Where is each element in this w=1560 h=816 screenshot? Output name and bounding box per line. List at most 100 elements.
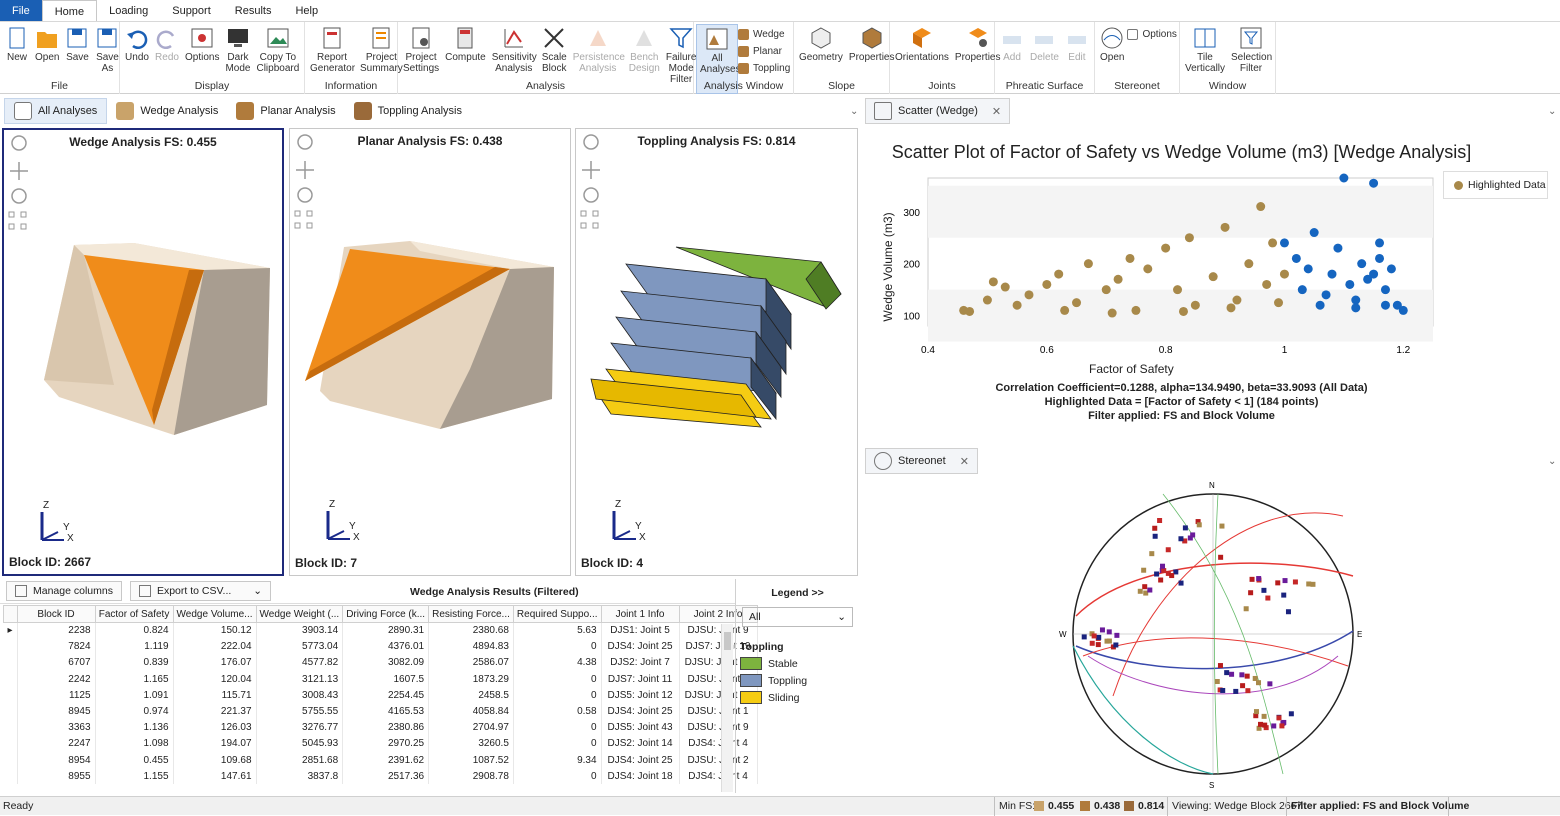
table-cell[interactable]: 3121.13 bbox=[256, 671, 344, 688]
table-cell[interactable]: 0 bbox=[513, 671, 602, 688]
stereonet-panel-chevron-icon[interactable]: ⌄ bbox=[1548, 456, 1557, 467]
table-cell[interactable]: 120.04 bbox=[173, 671, 257, 688]
save-as-button[interactable]: Save As bbox=[92, 24, 122, 94]
persistence-analysis-button[interactable]: Persistence Analysis bbox=[570, 24, 626, 94]
table-cell[interactable]: 8945 bbox=[17, 703, 96, 720]
table-cell[interactable]: 1873.29 bbox=[428, 671, 514, 688]
table-row[interactable]: 2247 1.098 194.07 5045.93 2970.25 3260.5 0 DJS2… bbox=[3, 735, 758, 752]
table-cell[interactable]: 4058.84 bbox=[428, 703, 514, 720]
save-button[interactable]: Save bbox=[62, 24, 92, 94]
row-selector[interactable] bbox=[3, 703, 18, 720]
table-cell[interactable]: 3008.43 bbox=[256, 687, 344, 704]
table-cell[interactable]: 8954 bbox=[17, 752, 96, 769]
col-block-id[interactable]: Block ID bbox=[16, 605, 96, 623]
bench-design-button[interactable]: Bench Design bbox=[626, 24, 663, 94]
tab-planar-analysis[interactable]: Planar Analysis bbox=[227, 98, 344, 124]
table-cell[interactable]: 4577.82 bbox=[256, 654, 344, 672]
planar-window-button[interactable]: Planar bbox=[738, 43, 790, 60]
table-cell[interactable]: 4376.01 bbox=[342, 638, 430, 655]
table-cell[interactable]: DJS5: Joint 43 bbox=[601, 719, 680, 736]
table-cell[interactable]: DJSU: Joint 2 bbox=[679, 752, 758, 769]
table-cell[interactable]: 1.091 bbox=[95, 687, 174, 704]
menu-home[interactable]: Home bbox=[41, 0, 98, 21]
wedge-view[interactable]: Wedge Analysis FS: 0.455 Z Y X Block ID:… bbox=[2, 128, 284, 576]
legend-filter-select[interactable]: All ⌄ bbox=[742, 607, 853, 627]
col-wedge-volume[interactable]: Wedge Volume... bbox=[172, 605, 257, 623]
delete-phreatic-button[interactable]: Delete bbox=[1027, 24, 1062, 94]
table-cell[interactable]: 2517.36 bbox=[342, 768, 430, 785]
row-selector[interactable] bbox=[3, 735, 18, 752]
table-cell[interactable]: 221.37 bbox=[173, 703, 257, 720]
table-cell[interactable]: DJS2: Joint 7 bbox=[601, 654, 680, 672]
menu-file[interactable]: File bbox=[0, 0, 42, 21]
table-cell[interactable]: 2890.31 bbox=[342, 622, 430, 639]
table-cell[interactable]: DJS2: Joint 14 bbox=[601, 735, 680, 752]
table-cell[interactable]: 2458.5 bbox=[428, 687, 514, 704]
table-cell[interactable]: 0.58 bbox=[513, 703, 602, 720]
tab-all-analyses[interactable]: All Analyses bbox=[4, 98, 108, 124]
tabs-overflow-chevron-icon[interactable]: ⌄ bbox=[850, 106, 859, 117]
toppling-view[interactable]: Toppling Analysis FS: 0.814 Z bbox=[575, 128, 858, 576]
table-row[interactable]: 3363 1.136 126.03 3276.77 2380.86 2704.97 0 DJS… bbox=[3, 719, 758, 736]
selection-filter-button[interactable]: Selection Filter bbox=[1228, 24, 1274, 94]
new-button[interactable]: New bbox=[2, 24, 32, 94]
table-cell[interactable]: 4.38 bbox=[513, 654, 602, 672]
table-cell[interactable]: 2247 bbox=[17, 735, 96, 752]
table-cell[interactable]: 0 bbox=[513, 768, 602, 785]
col-joint-1-info[interactable]: Joint 1 Info bbox=[600, 605, 680, 623]
project-summary-button[interactable]: Project Summary bbox=[357, 24, 406, 94]
failure-mode-filter-button[interactable]: Failure Mode Filter bbox=[663, 24, 700, 94]
menu-results[interactable]: Results bbox=[234, 5, 272, 17]
table-cell[interactable]: 0 bbox=[513, 687, 602, 704]
table-cell[interactable]: DJSU: Joint 1 bbox=[679, 703, 758, 720]
row-selector[interactable] bbox=[3, 719, 18, 736]
col-wedge-weight[interactable]: Wedge Weight (... bbox=[255, 605, 344, 623]
undo-button[interactable]: Undo bbox=[122, 24, 152, 94]
orientations-button[interactable]: Orientations bbox=[892, 24, 952, 94]
report-generator-button[interactable]: Report Generator bbox=[307, 24, 357, 94]
table-cell[interactable]: DJS4: Joint 4 bbox=[679, 768, 758, 785]
row-selector[interactable] bbox=[3, 687, 18, 704]
table-row[interactable]: 7824 1.119 222.04 5773.04 4376.01 4894.83 0 DJS… bbox=[3, 638, 758, 655]
export-csv-button[interactable]: Export to CSV... ⌄ bbox=[129, 581, 272, 601]
table-cell[interactable]: 5045.93 bbox=[256, 735, 344, 752]
table-row[interactable]: 2242 1.165 120.04 3121.13 1607.5 1873.29 0 DJS7… bbox=[3, 671, 758, 688]
table-cell[interactable]: 3363 bbox=[17, 719, 96, 736]
table-cell[interactable]: 147.61 bbox=[173, 768, 257, 785]
open-button[interactable]: Open bbox=[32, 24, 62, 94]
table-cell[interactable]: 7824 bbox=[17, 638, 96, 655]
sensitivity-analysis-button[interactable]: Sensitivity Analysis bbox=[489, 24, 539, 94]
table-cell[interactable]: DJS4: Joint 18 bbox=[601, 768, 680, 785]
tile-vertically-button[interactable]: Tile Vertically bbox=[1182, 24, 1228, 94]
add-phreatic-button[interactable]: Add bbox=[997, 24, 1027, 94]
redo-button[interactable]: Redo bbox=[152, 24, 182, 94]
menu-loading[interactable]: Loading bbox=[109, 5, 149, 17]
col-required-support[interactable]: Required Suppo... bbox=[512, 605, 602, 623]
table-cell[interactable]: 2970.25 bbox=[342, 735, 430, 752]
slope-properties-button[interactable]: Properties bbox=[846, 24, 898, 94]
table-cell[interactable]: DJSU: Joint 9 bbox=[679, 622, 758, 639]
table-cell[interactable]: 2391.62 bbox=[342, 752, 430, 769]
table-scrollbar-thumb[interactable] bbox=[724, 632, 731, 650]
close-icon[interactable]: ✕ bbox=[991, 105, 1002, 118]
table-cell[interactable]: 126.03 bbox=[173, 719, 257, 736]
table-cell[interactable]: 0 bbox=[513, 719, 602, 736]
table-cell[interactable]: 1.155 bbox=[95, 768, 174, 785]
scale-block-button[interactable]: Scale Block bbox=[539, 24, 570, 94]
tab-stereonet[interactable]: Stereonet ✕ bbox=[865, 448, 978, 474]
legend-toggle[interactable]: Legend >> bbox=[771, 587, 824, 599]
table-cell[interactable]: 4894.83 bbox=[428, 638, 514, 655]
table-cell[interactable]: 6707 bbox=[17, 654, 96, 672]
table-cell[interactable]: 2908.78 bbox=[428, 768, 514, 785]
table-row[interactable]: 1125 1.091 115.71 3008.43 2254.45 2458.5 0 DJS5… bbox=[3, 687, 758, 704]
table-cell[interactable]: DJS4: Joint 25 bbox=[601, 752, 680, 769]
toppling-window-button[interactable]: Toppling bbox=[738, 60, 790, 77]
table-cell[interactable]: 3082.09 bbox=[342, 654, 430, 672]
row-selector[interactable] bbox=[3, 654, 18, 672]
table-cell[interactable]: 0.839 bbox=[95, 654, 174, 672]
table-cell[interactable]: 2380.68 bbox=[428, 622, 514, 639]
close-icon[interactable]: ✕ bbox=[959, 455, 969, 468]
table-cell[interactable]: 1087.52 bbox=[428, 752, 514, 769]
table-cell[interactable]: 115.71 bbox=[173, 687, 257, 704]
table-cell[interactable]: 109.68 bbox=[173, 752, 257, 769]
